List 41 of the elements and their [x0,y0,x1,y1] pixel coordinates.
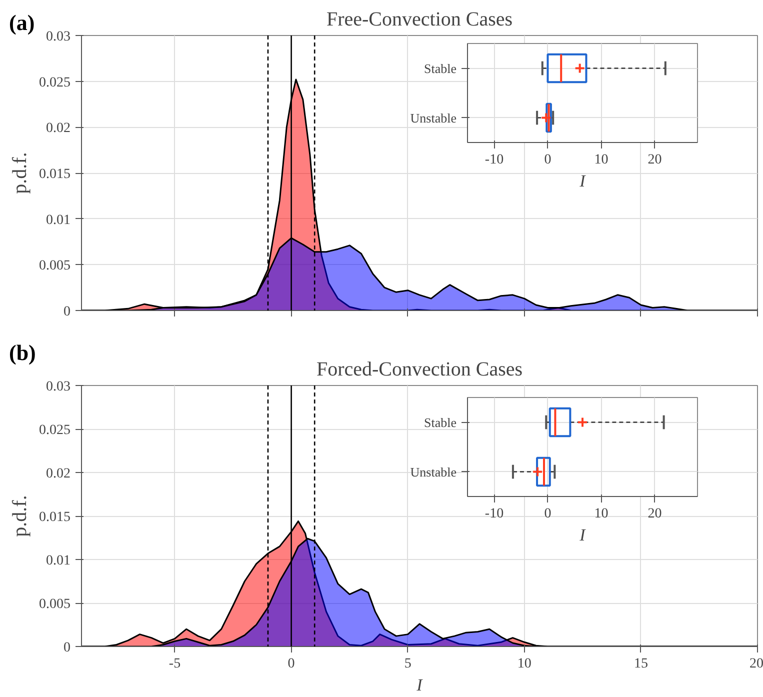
y-tick-label: Unstable [410,464,457,480]
y-tick-label: 0.005 [39,597,70,612]
y-tick-label: 0.02 [46,121,70,136]
x-tick-label: 15 [634,656,648,672]
x-tick-label: 0 [288,656,295,672]
y-tick-label: Stable [424,60,457,76]
text: (b) [9,339,36,367]
y-tick-label: 0.01 [46,212,70,228]
text: (a) [9,9,35,37]
x-axis-title: I [416,676,424,694]
y-tick-label: 0 [64,304,70,320]
x-axis-title: I [578,172,587,190]
x-tick-label: 10 [517,656,532,672]
x-tick-label: 0 [544,506,552,522]
y-tick-label: 0.02 [46,466,70,482]
x-tick-label: 10 [594,152,608,168]
y-tick-label: 0.03 [46,30,70,44]
x-tick-label: 10 [594,506,608,522]
chart-title: Free-Convection Cases [326,8,513,30]
y-axis-title: p.d.f. [9,152,31,194]
x-axis-title: I [578,526,587,544]
x-tick-label: 5 [404,656,412,672]
y-tick-label: 0.005 [39,258,70,274]
x-tick-label: 20 [750,656,763,672]
x-tick-label: -10 [484,152,504,168]
y-tick-label: Stable [424,414,457,430]
y-axis-title: p.d.f. [9,495,31,537]
y-tick-label: 0.01 [46,554,70,568]
x-tick-label: 0 [544,152,552,168]
chart-title: Forced-Convection Cases [316,358,523,380]
x-tick-label: -10 [484,506,504,522]
y-tick-label: 0.025 [39,75,70,90]
x-tick-label: 20 [648,506,662,522]
y-tick-label: 0 [64,640,70,656]
y-tick-label: Unstable [410,110,457,126]
x-tick-label: 20 [648,152,662,168]
y-tick-label: 0.015 [39,510,70,525]
x-tick-label: -5 [168,656,181,672]
y-tick-label: 0.03 [46,380,70,394]
y-tick-label: 0.025 [39,423,70,438]
y-tick-label: 0.015 [39,167,70,182]
